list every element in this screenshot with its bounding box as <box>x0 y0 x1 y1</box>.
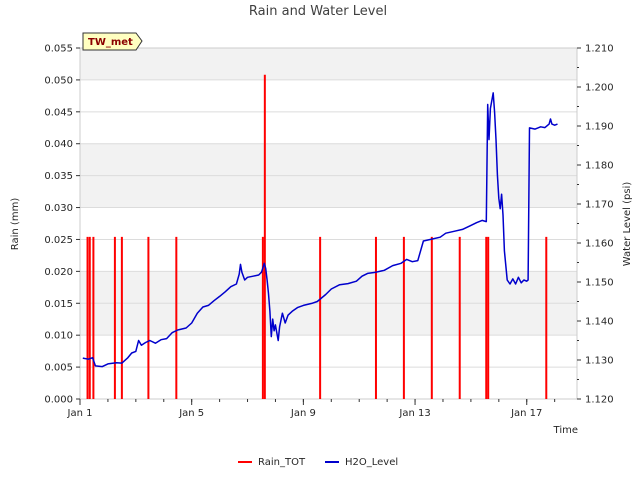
legend-label-h2o-level: H2O_Level <box>345 457 398 468</box>
y-right-tick-label: 1.120 <box>585 395 614 406</box>
y-right-tick-label: 1.140 <box>585 317 614 328</box>
y-left-tick-label: 0.010 <box>44 331 73 342</box>
chart-title: Rain and Water Level <box>249 4 387 19</box>
background-band <box>80 207 577 240</box>
legend-label-rain-tot: Rain_TOT <box>258 457 306 468</box>
legend: Rain_TOT H2O_Level <box>238 457 398 468</box>
site-badge-label: TW_met <box>88 37 133 48</box>
y-axis-right: 1.120 1.130 1.140 1.150 1.160 1.170 1.180 1.190… <box>577 44 614 406</box>
y-right-tick-label: 1.150 <box>585 278 614 289</box>
x-tick-label: Jan 13 <box>398 408 430 419</box>
x-tick-label: Jan 9 <box>290 408 316 419</box>
y-left-tick-label: 0.050 <box>44 75 73 86</box>
background-band <box>80 111 577 144</box>
x-tick-label: Jan 1 <box>67 408 93 419</box>
background-band <box>80 239 577 272</box>
y-left-tick-label: 0.030 <box>44 203 73 214</box>
background-band <box>80 143 577 176</box>
y-left-tick-label: 0.015 <box>44 299 73 310</box>
x-tick-label: Jan 17 <box>510 408 542 419</box>
h2o-level-series <box>82 92 558 368</box>
y-axis-right-title: Water Level (psi) <box>622 182 633 267</box>
y-left-tick-label: 0.055 <box>44 44 73 55</box>
y-right-tick-label: 1.200 <box>585 83 614 94</box>
y-right-tick-label: 1.130 <box>585 356 614 367</box>
background-band <box>80 175 577 208</box>
plot-background <box>80 48 577 399</box>
x-axis: Jan 1 Jan 5 Jan 9 Jan 13 Jan 17 <box>67 399 556 419</box>
y-left-tick-label: 0.000 <box>44 395 73 406</box>
y-left-tick-label: 0.035 <box>44 171 73 182</box>
site-badge-box <box>82 32 143 51</box>
y-left-tick-label: 0.005 <box>44 363 73 374</box>
y-left-tick-label: 0.025 <box>44 235 73 246</box>
y-right-tick-label: 1.170 <box>585 200 614 211</box>
background-band <box>80 335 577 368</box>
y-left-tick-label: 0.020 <box>44 267 73 278</box>
y-left-tick-label: 0.040 <box>44 139 73 150</box>
background-band <box>80 271 577 304</box>
y-axis-left-title: Rain (mm) <box>10 198 21 251</box>
y-right-tick-label: 1.210 <box>585 44 614 55</box>
background-band <box>80 79 577 112</box>
y-right-tick-label: 1.160 <box>585 239 614 250</box>
h2o-level-line <box>82 92 558 368</box>
rain-tot-series <box>86 74 548 399</box>
y-right-tick-label: 1.180 <box>585 161 614 172</box>
background-band <box>80 303 577 336</box>
x-axis-title: Time <box>553 425 578 436</box>
background-band <box>80 48 577 80</box>
y-right-tick-label: 1.190 <box>585 122 614 133</box>
background-band <box>80 367 577 399</box>
y-left-tick-label: 0.045 <box>44 107 73 118</box>
x-tick-label: Jan 5 <box>178 408 204 419</box>
site-badge: TW_met <box>82 32 143 51</box>
y-axis-left: 0.000 0.005 0.010 0.015 0.020 0.025 0.030 0.035… <box>44 44 80 406</box>
